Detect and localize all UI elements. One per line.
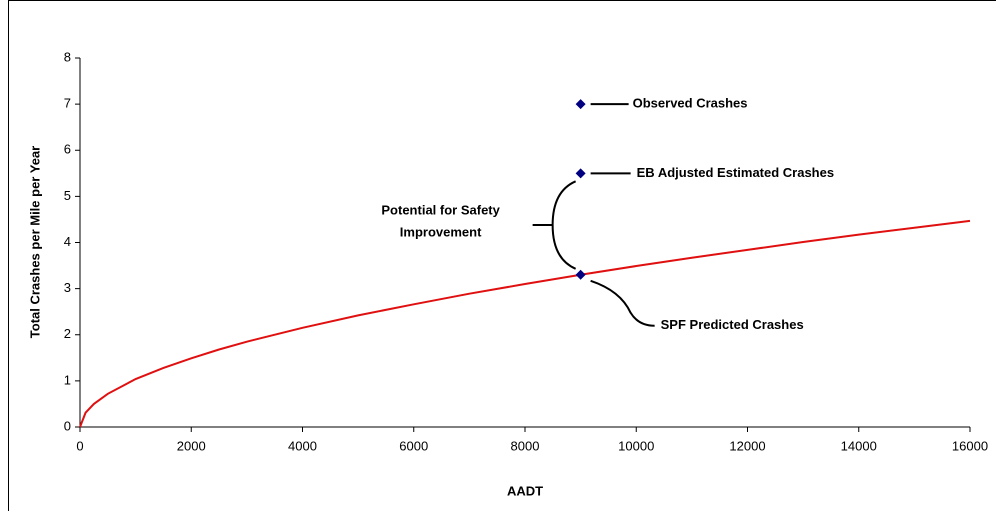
bracket-label: Potential for Safety <box>381 202 500 217</box>
y-tick-label: 1 <box>64 372 71 387</box>
leader-line <box>590 279 655 327</box>
y-tick-label: 4 <box>64 234 71 249</box>
x-tick-label: 4000 <box>288 438 317 453</box>
point-label: SPF Predicted Crashes <box>661 317 804 332</box>
x-tick-label: 0 <box>76 438 83 453</box>
x-tick-label: 6000 <box>399 438 428 453</box>
y-tick-label: 2 <box>64 326 71 341</box>
point-label: Observed Crashes <box>633 96 748 111</box>
x-tick-label: 2000 <box>177 438 206 453</box>
spf-curve <box>79 219 971 428</box>
point-marker <box>575 99 586 110</box>
x-axis-title: AADT <box>507 483 543 498</box>
x-tick-label: 16000 <box>952 438 988 453</box>
bracket-label: Improvement <box>400 224 482 239</box>
x-tick-label: 10000 <box>618 438 654 453</box>
x-tick-label: 8000 <box>511 438 540 453</box>
y-tick-label: 6 <box>64 142 71 157</box>
y-tick-label: 0 <box>64 418 71 433</box>
y-tick-label: 7 <box>64 96 71 111</box>
x-tick-label: 12000 <box>729 438 765 453</box>
point-marker <box>575 168 586 179</box>
y-tick-label: 5 <box>64 188 71 203</box>
point-marker <box>575 269 586 280</box>
bracket <box>532 180 577 270</box>
y-tick-label: 8 <box>64 49 71 64</box>
x-tick-label: 14000 <box>841 438 877 453</box>
y-tick-label: 3 <box>64 280 71 295</box>
point-label: EB Adjusted Estimated Crashes <box>637 165 834 180</box>
y-axis-title: Total Crashes per Mile per Year <box>27 146 42 338</box>
